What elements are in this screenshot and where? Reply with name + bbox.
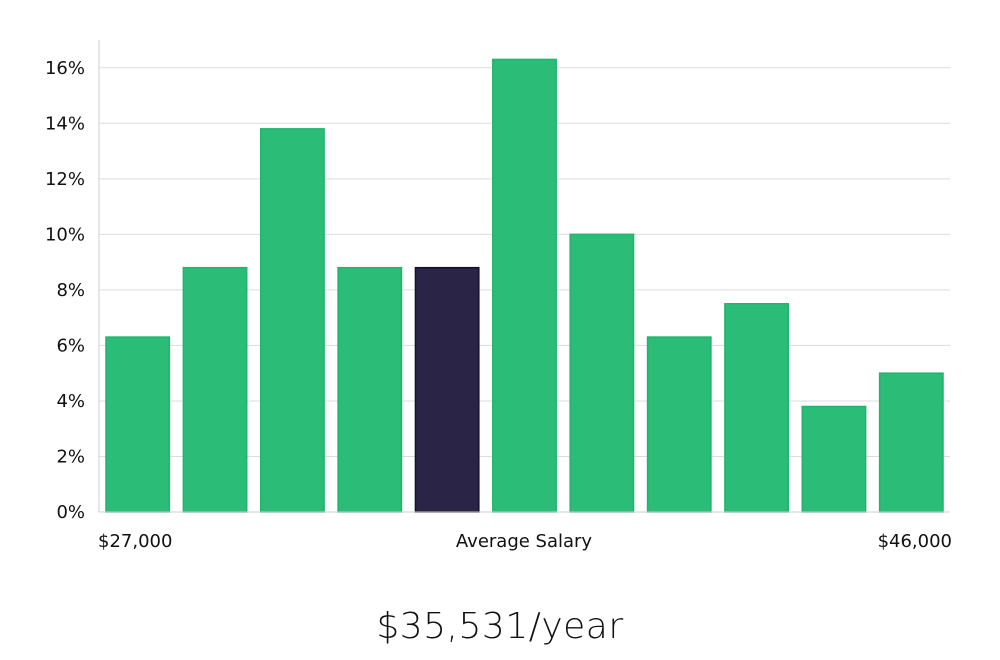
bar <box>801 405 867 513</box>
bar <box>337 266 403 513</box>
bars <box>105 58 944 513</box>
y-tick-label: 16% <box>45 58 85 79</box>
y-tick-label: 0% <box>56 502 85 523</box>
x-label-min: $27,000 <box>98 531 172 552</box>
x-label-max: $46,000 <box>878 531 952 552</box>
bar <box>878 372 944 513</box>
y-tick-label: 6% <box>56 335 85 356</box>
y-axis-ticks: 0% 2% 4% 6% 8% 10% 12% 14% 16% <box>45 58 85 523</box>
bar <box>492 58 557 513</box>
y-tick-label: 2% <box>56 446 85 467</box>
bar <box>724 303 790 513</box>
bar <box>182 266 248 513</box>
y-tick-label: 12% <box>45 169 85 190</box>
bar <box>646 336 712 513</box>
bar <box>105 336 171 513</box>
bar <box>259 128 325 513</box>
average-salary-value: $35,531/year <box>376 606 624 647</box>
y-tick-label: 8% <box>56 280 85 301</box>
y-tick-label: 10% <box>45 224 85 245</box>
x-label-average: Average Salary <box>456 531 593 552</box>
bar-average <box>414 266 480 513</box>
salary-distribution-chart: 0% 2% 4% 6% 8% 10% 12% 14% 16% $27,000 Average S… <box>45 40 952 552</box>
y-tick-label: 14% <box>45 113 85 134</box>
y-tick-label: 4% <box>56 391 85 412</box>
bar <box>569 233 635 513</box>
